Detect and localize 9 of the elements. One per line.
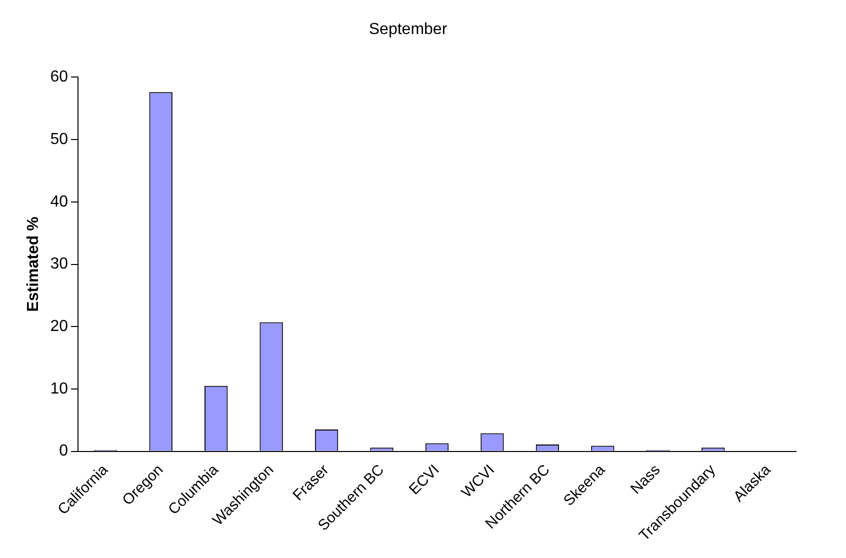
y-tick-label: 20 bbox=[50, 318, 68, 336]
chart-title: September bbox=[368, 21, 448, 38]
y-tick-label: 40 bbox=[50, 193, 68, 210]
y-tick-label: 0 bbox=[59, 442, 68, 460]
y-tick-label: 60 bbox=[50, 68, 68, 86]
y-tick-label: 10 bbox=[50, 380, 68, 398]
y-axis-title: Estimated % bbox=[25, 216, 42, 312]
y-tick-label: 30 bbox=[50, 256, 68, 273]
y-tick-label: 50 bbox=[50, 130, 68, 148]
